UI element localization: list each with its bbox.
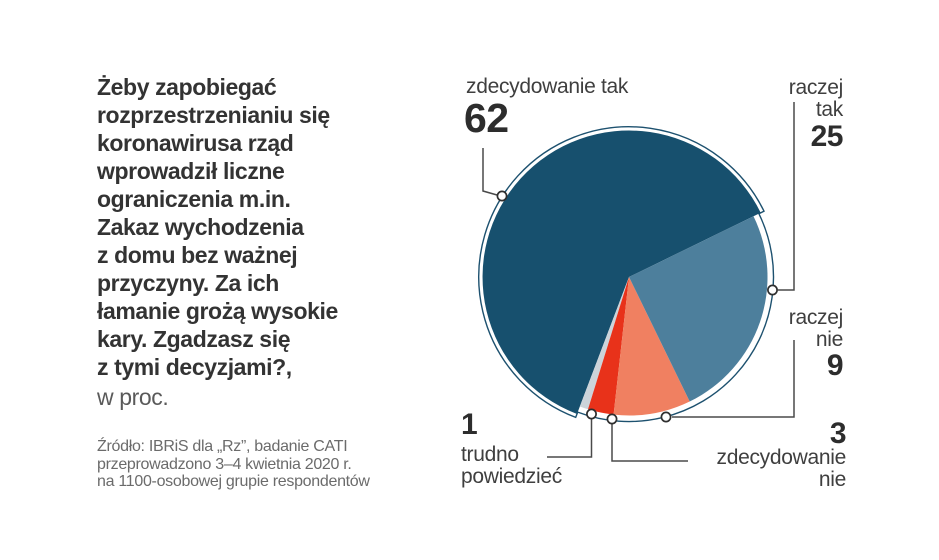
callout-line-trudno-powiedzieć <box>547 419 593 458</box>
question-text: Żeby zapobiegać rozprzestrzenianiu się k… <box>97 74 338 380</box>
slice-value-raczej-nie: 9 <box>826 349 844 382</box>
callout-marker-raczej-nie <box>660 411 672 423</box>
source-note: Źródło: IBRiS dla „Rz”, badanie CATI prz… <box>97 438 370 490</box>
pie-slice-zdecydowanie-nie <box>588 277 629 415</box>
slice-label-trudno-powiedziec: trudno powiedzieć <box>461 443 562 488</box>
slice-label-raczej-nie: raczej nie <box>788 306 844 351</box>
pie-slice-raczej-nie <box>613 277 690 416</box>
callout-marker-zdecydowanie-nie <box>606 413 618 425</box>
pie-slice-trudno-powiedzieć <box>579 277 629 410</box>
unit-note: w proc. <box>97 384 169 410</box>
slice-label-raczej-tak: raczej tak <box>788 76 844 121</box>
pie-halo-outline <box>478 126 775 423</box>
slice-label-zdecydowanie-tak: zdecydowanie tak <box>466 75 629 98</box>
slice-label-zdecydowanie-nie: zdecydowanie nie <box>716 446 847 491</box>
callout-marker-trudno-powiedzieć <box>586 408 597 420</box>
slice-value-zdecydowanie-tak: 62 <box>464 95 509 141</box>
callout-marker-raczej-tak <box>767 284 778 296</box>
pie-slice-raczej-tak <box>629 216 768 402</box>
callout-line-zdecydowanie-nie <box>611 424 688 462</box>
callout-line-raczej-nie <box>672 340 795 418</box>
callout-line-zdecydowanie-tak <box>482 148 498 196</box>
callout-marker-zdecydowanie-tak <box>496 190 508 202</box>
slice-value-raczej-tak: 25 <box>810 120 844 153</box>
slice-value-zdecydowanie-nie: 3 <box>829 417 847 450</box>
slice-value-trudno-powiedziec: 1 <box>461 408 478 441</box>
callout-line-raczej-tak <box>778 102 795 291</box>
pie-slice-zdecydowanie-tak <box>482 130 761 415</box>
